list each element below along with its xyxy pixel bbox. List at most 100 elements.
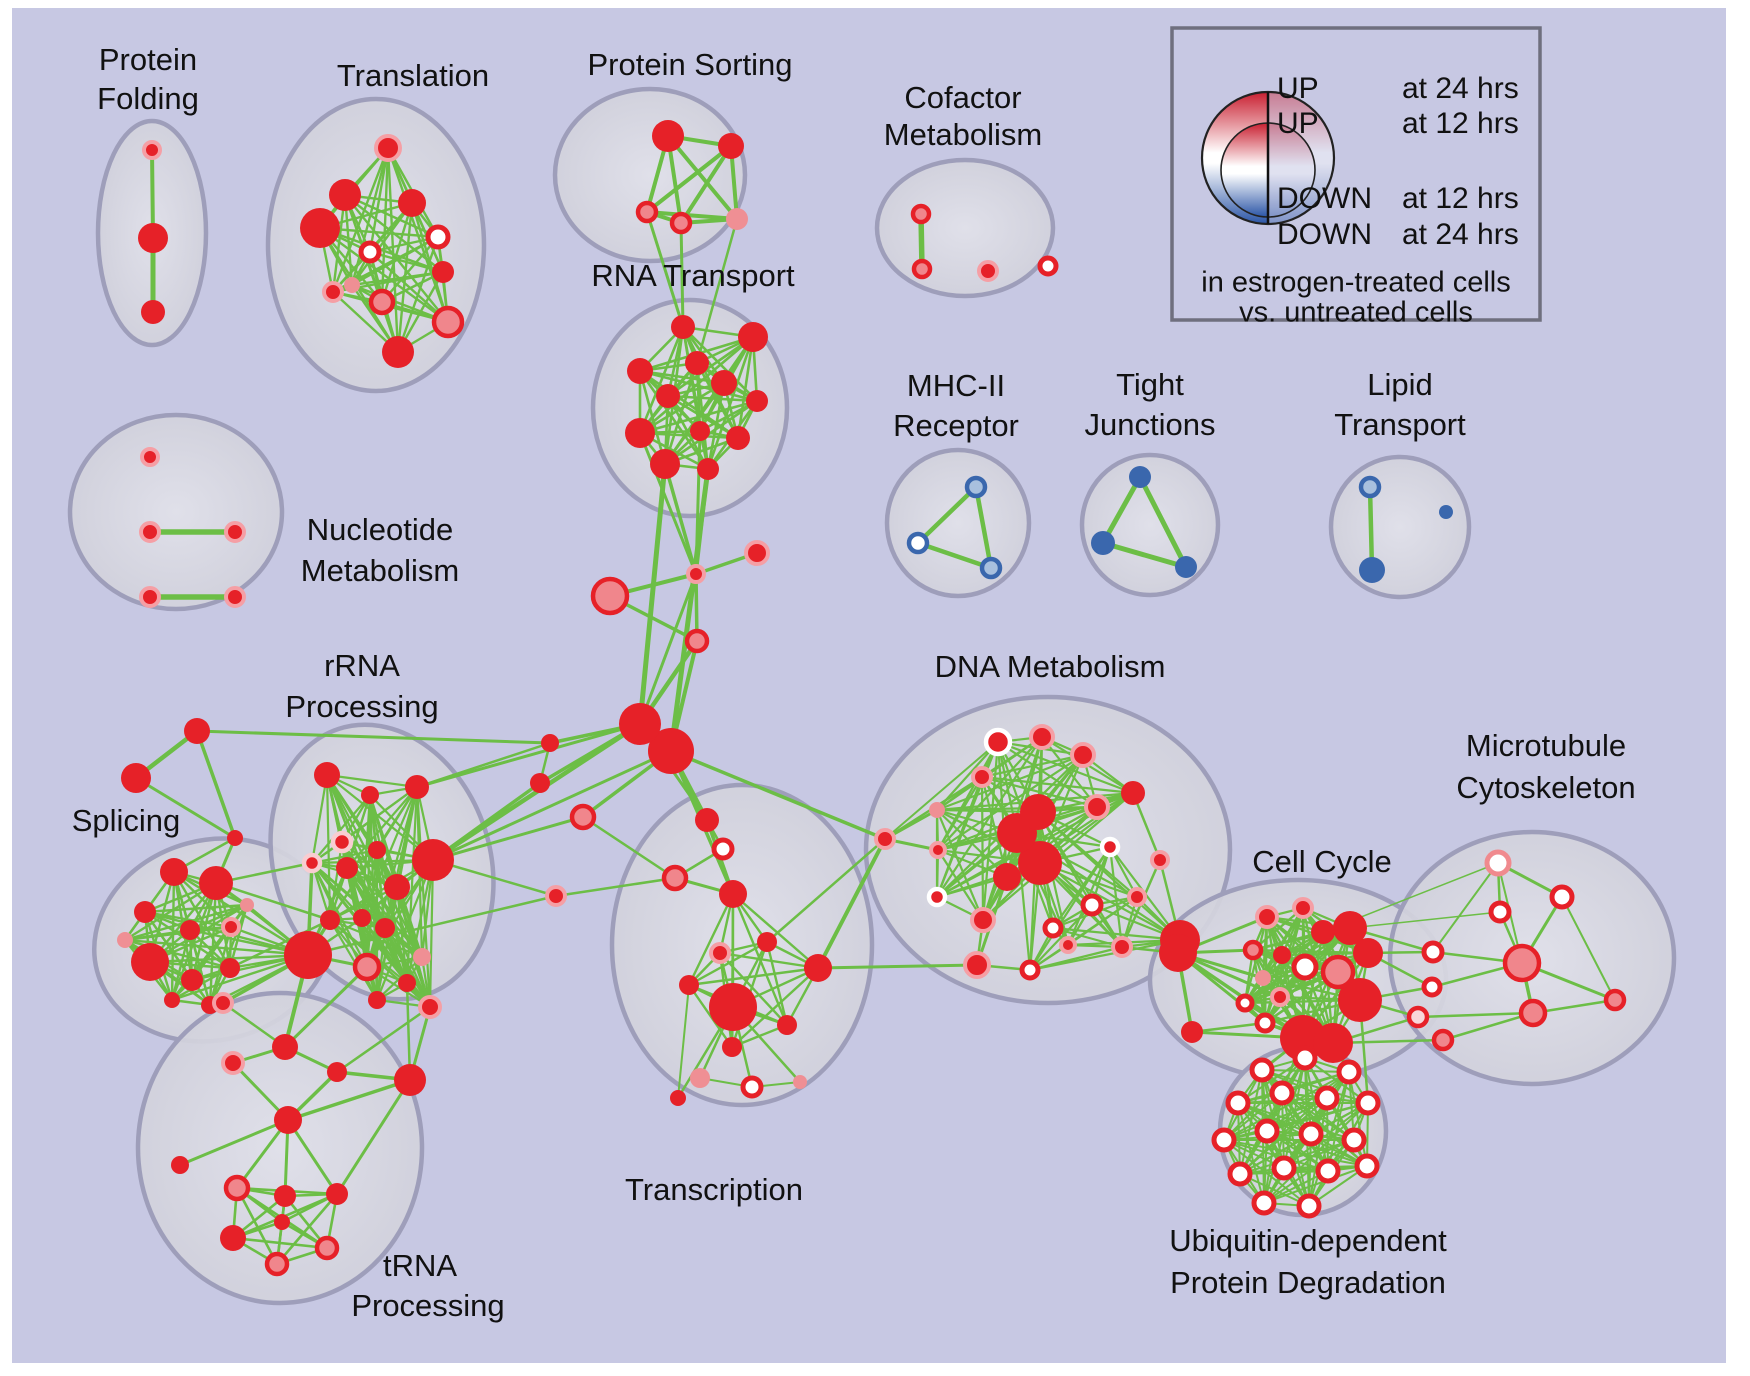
cluster-label-nucleotide-metabolism-1: Metabolism: [301, 553, 460, 588]
gene-node-ub11: [1341, 1127, 1367, 1153]
gene-node-sp5: [221, 917, 241, 937]
gene-node-ps5: [726, 208, 748, 230]
edge-tx6-tx8: [718, 951, 820, 970]
edge-sp3-sp5: [143, 910, 233, 929]
gene-node-r15: [398, 974, 416, 992]
gene-node-tn4: [327, 1062, 347, 1082]
gene-node-s4: [545, 885, 567, 907]
cluster-label-ubiquitin-degradation-1: Protein Degradation: [1170, 1265, 1446, 1300]
edge-ps3-rt1: [645, 210, 685, 329]
edge-tx4-tx8: [731, 892, 820, 970]
gene-node-rt7: [746, 390, 768, 412]
edge-dn8-dn17: [936, 848, 985, 922]
gene-node-nm3: [224, 521, 246, 543]
gene-node-cc16: [1338, 978, 1382, 1022]
gene-node-dn13: [1099, 836, 1121, 858]
edge-h2-dconn: [669, 749, 887, 841]
gene-node-sp10: [164, 992, 180, 1008]
edge-rt8-c1: [638, 431, 698, 576]
edge-dn9-dn21: [1028, 810, 1040, 972]
edge-ub15-ub16: [1263, 1165, 1368, 1204]
gene-node-sp8: [220, 958, 240, 978]
gene-node-tx5: [757, 932, 777, 952]
edge-dn13-dn21: [1028, 845, 1112, 972]
edge-dn4-dn16: [935, 775, 984, 899]
edge-t2-t5: [343, 193, 440, 239]
gene-node-r3: [405, 775, 429, 799]
gene-node-dconn: [874, 828, 896, 850]
gene-node-dn1: [983, 727, 1013, 757]
gene-node-mtc4: [1431, 1028, 1455, 1052]
cluster-label-nucleotide-metabolism-0: Nucleotide: [307, 512, 453, 547]
cluster-cofactor-metabolism: [874, 157, 1056, 299]
gene-node-nm5: [224, 586, 246, 608]
edge-r12-r16: [383, 926, 432, 1009]
gene-node-tn3: [221, 1051, 245, 1075]
edge-dn21-dn23: [1028, 938, 1182, 972]
edge-cc13-mt3: [1349, 911, 1501, 929]
gene-node-c1: [686, 564, 706, 584]
node-layer: [117, 120, 1627, 1277]
legend-time-0: at 24 hrs: [1402, 72, 1519, 105]
gene-node-sp12: [240, 898, 254, 912]
gene-node-sp11: [117, 932, 133, 948]
gene-node-mh3: [979, 556, 1003, 580]
gene-node-t12: [344, 277, 360, 293]
edge-t3-t9: [380, 201, 414, 304]
gene-node-ub5: [1269, 1080, 1295, 1106]
legend-direction-2: DOWN: [1277, 182, 1372, 215]
edge-tj1-tj2: [1100, 474, 1143, 546]
gene-node-dn11: [1018, 841, 1062, 885]
gene-node-tx10: [777, 1015, 797, 1035]
edge-s4-r9: [431, 858, 558, 898]
edge-rt11-c1: [663, 462, 698, 576]
legend-time-1: at 12 hrs: [1402, 107, 1519, 140]
edge-ub10-ub12: [1239, 1133, 1312, 1175]
edge-rt9-c1: [694, 429, 702, 576]
cluster-label-dna-metabolism-0: DNA Metabolism: [935, 649, 1166, 684]
gene-node-ub17: [1296, 1193, 1322, 1219]
edge-mtc4-mt6: [1441, 1011, 1535, 1042]
legend-direction-0: UP: [1277, 72, 1319, 105]
gene-node-tri3: [227, 830, 243, 846]
gene-node-bh: [284, 931, 332, 979]
edge-h1-r3: [415, 722, 642, 789]
gene-node-ub4: [1225, 1090, 1251, 1116]
gene-node-cc18: [1313, 1023, 1353, 1063]
legend-direction-1: UP: [1277, 107, 1319, 140]
edge-r6-r16: [375, 848, 432, 1009]
gene-node-tn12: [314, 1235, 340, 1261]
cluster-label-rrna-processing-0: rRNA: [324, 648, 400, 683]
gene-node-dn12: [993, 863, 1021, 891]
edge-r1-r3: [325, 773, 419, 789]
edge-sp8-r10: [228, 918, 332, 970]
cluster-label-microtubule-cytoskeleton-0: Microtubule: [1466, 728, 1626, 763]
edge-s3-r9: [431, 815, 585, 862]
edge-rt8-rt10: [638, 431, 740, 440]
gene-node-r8: [384, 874, 410, 900]
edge-t1-t11: [386, 146, 400, 354]
legend-footer-0: in estrogen-treated cells: [1201, 267, 1511, 299]
edge-r16-tn4: [335, 1005, 432, 1074]
gene-node-ub16: [1251, 1190, 1277, 1216]
gene-node-ps1: [652, 120, 684, 152]
gene-node-ps2: [718, 133, 744, 159]
cluster-transcription: [609, 782, 875, 1108]
gene-node-cc6: [1273, 946, 1291, 964]
gene-node-ub8: [1211, 1127, 1237, 1153]
edge-tn6-tn7: [178, 1118, 290, 1167]
edge-tn5-r15: [405, 981, 412, 1082]
edge-dn3-dn4: [980, 753, 1085, 779]
gene-node-cc11: [1254, 1012, 1276, 1034]
gene-node-r2: [361, 786, 379, 804]
gene-node-cc12: [1311, 920, 1335, 944]
gene-node-tx8: [804, 954, 832, 982]
edge-r6-r12: [375, 848, 387, 930]
edge-lp1-lp2: [1367, 484, 1375, 573]
edge-sp3-sp12: [143, 903, 249, 914]
edge-rt12-c1: [694, 467, 710, 576]
edge-ps1-ps5: [666, 134, 739, 221]
gene-node-mt3: [1488, 900, 1512, 924]
gene-node-tj3: [1175, 556, 1197, 578]
